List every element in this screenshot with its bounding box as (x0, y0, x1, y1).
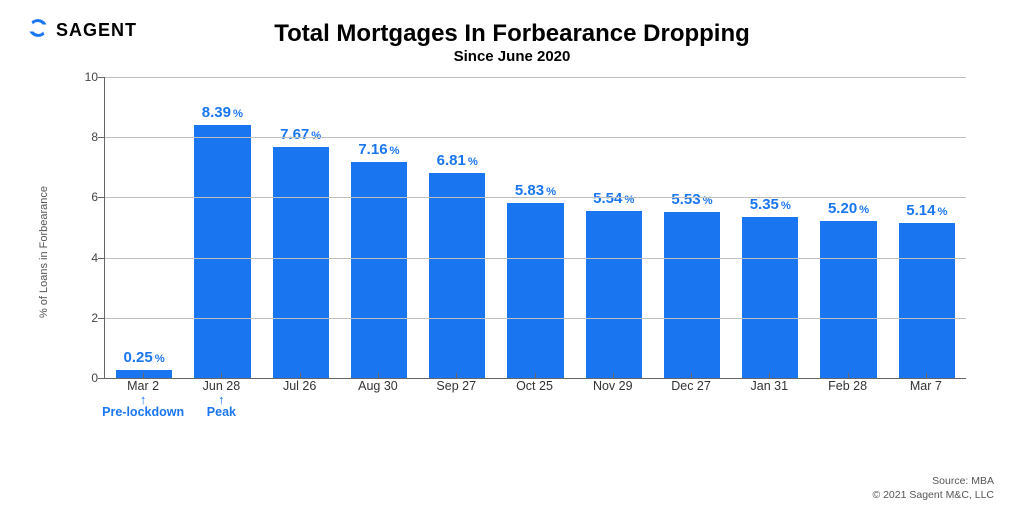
bar (899, 223, 955, 378)
x-tick-mark (378, 373, 379, 379)
x-tick-label: Jun 28 (181, 379, 261, 393)
x-tick-mark (535, 373, 536, 379)
credit-copyright: © 2021 Sagent M&C, LLC (872, 488, 994, 502)
credit-source: Source: MBA (872, 474, 994, 488)
y-tick-mark (98, 318, 104, 319)
grid-line (105, 258, 966, 259)
credit-block: Source: MBA © 2021 Sagent M&C, LLC (872, 474, 994, 502)
bar-value-label: 5.54% (574, 190, 654, 207)
x-tick-label: Sep 27 (416, 379, 496, 393)
bar (742, 217, 798, 378)
bar-value-label: 6.81% (417, 152, 497, 169)
bar (116, 370, 172, 378)
y-tick-mark (98, 378, 104, 379)
x-tick-label: Oct 25 (495, 379, 575, 393)
grid-line (105, 197, 966, 198)
x-tick-label: Dec 27 (651, 379, 731, 393)
brand-logo: SAGENT (26, 16, 137, 45)
x-tick-mark (769, 373, 770, 379)
bar-value-label: 8.39% (182, 104, 262, 121)
y-tick-mark (98, 137, 104, 138)
bar (820, 221, 876, 378)
bar-value-label: 5.14% (887, 202, 967, 219)
x-tick-label: Mar 2 (103, 379, 183, 393)
grid-line (105, 137, 966, 138)
bar (664, 212, 720, 378)
y-tick-label: 10 (58, 70, 98, 84)
grid-line (105, 77, 966, 78)
brand-name: SAGENT (56, 20, 137, 41)
annotation-text: Peak (161, 405, 281, 419)
annotation-arrow-icon: ↑ (161, 395, 281, 405)
bar (507, 203, 563, 378)
x-tick-mark (613, 373, 614, 379)
x-tick-label: Feb 28 (808, 379, 888, 393)
bar (351, 162, 407, 378)
grid-line (105, 318, 966, 319)
x-tick-mark (456, 373, 457, 379)
x-tick-label: Nov 29 (573, 379, 653, 393)
plot-region: 0.25% 8.39% 7.67%7.16%6.81% 5.83%5.54%5.53%… (104, 77, 966, 379)
bar (429, 173, 485, 378)
bar-value-label: 5.20% (809, 200, 889, 217)
bar (194, 125, 250, 378)
y-tick-mark (98, 258, 104, 259)
chart-title: Total Mortgages In Forbearance Dropping (30, 20, 994, 48)
y-tick-label: 6 (58, 190, 98, 204)
x-tick-label: Mar 7 (886, 379, 966, 393)
x-tick-label: Aug 30 (338, 379, 418, 393)
bar-value-label: 7.67% (261, 126, 341, 143)
chart-subtitle: Since June 2020 (30, 48, 994, 65)
bar-value-label: 7.16% (339, 141, 419, 158)
y-tick-label: 4 (58, 251, 98, 265)
y-tick-mark (98, 77, 104, 78)
x-tick-label: Jan 31 (729, 379, 809, 393)
bar-value-label: 5.35% (730, 196, 810, 213)
annotation: ↑Peak (161, 395, 281, 419)
x-tick-mark (143, 373, 144, 379)
brand-icon (26, 16, 50, 45)
x-tick-mark (691, 373, 692, 379)
y-axis-label: % of Loans in Forbearance (38, 186, 50, 318)
y-tick-label: 8 (58, 130, 98, 144)
bar-value-label: 0.25% (104, 349, 184, 366)
y-tick-label: 2 (58, 311, 98, 325)
y-tick-label: 0 (58, 371, 98, 385)
bar (273, 147, 329, 378)
bar-value-label: 5.53% (652, 191, 732, 208)
bar-value-label: 5.83% (496, 182, 576, 199)
bar (586, 211, 642, 378)
y-tick-mark (98, 197, 104, 198)
chart-area: % of Loans in Forbearance 0.25%8.39%7.67… (58, 77, 966, 427)
x-tick-label: Jul 26 (260, 379, 340, 393)
x-tick-mark (221, 373, 222, 379)
x-tick-mark (848, 373, 849, 379)
x-tick-mark (926, 373, 927, 379)
x-tick-mark (300, 373, 301, 379)
